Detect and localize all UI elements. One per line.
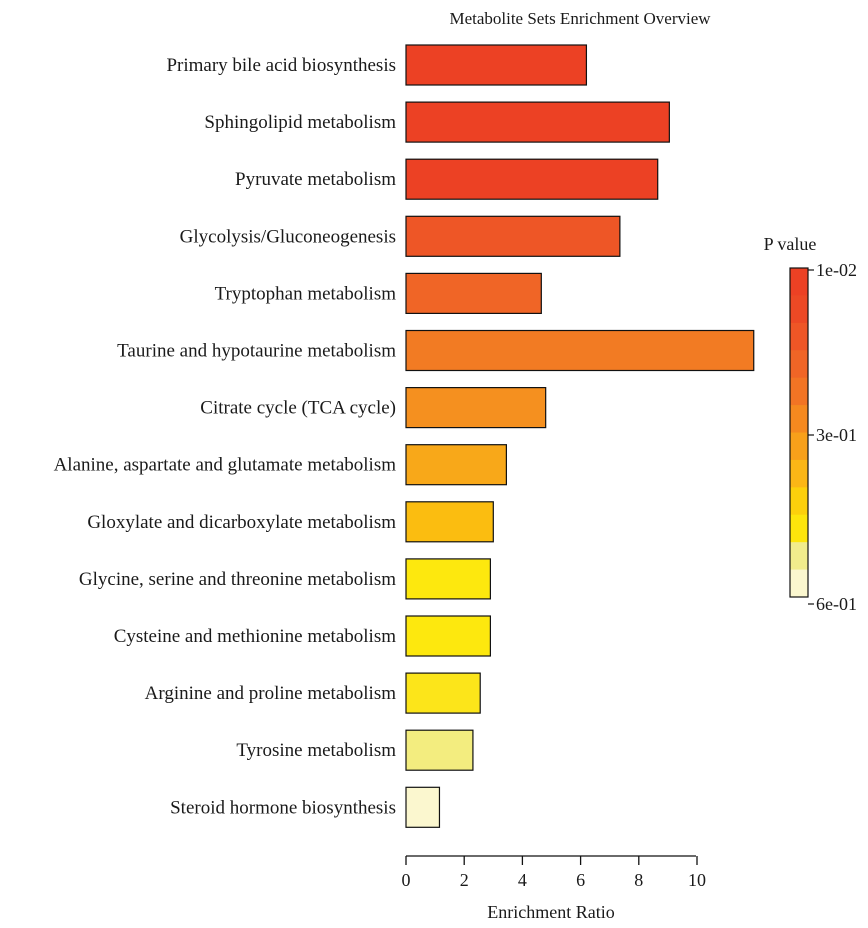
bar-13 xyxy=(405,786,441,828)
legend-swatch-2 xyxy=(790,322,808,351)
x-axis: 0 2 4 6 8 10 xyxy=(402,855,706,890)
legend-swatch-5 xyxy=(790,405,808,433)
category-label-13: Steroid hormone biosynthesis xyxy=(170,797,396,818)
category-label-12: Tyrosine metabolism xyxy=(236,740,396,761)
legend-title: P value xyxy=(764,234,817,254)
category-label-2: Pyruvate metabolism xyxy=(235,169,396,190)
x-tick-label-5: 10 xyxy=(688,870,706,890)
bar-8 xyxy=(405,501,494,543)
bar-2 xyxy=(405,158,659,200)
x-tick-label-4: 8 xyxy=(634,870,643,890)
legend-swatch-1 xyxy=(790,295,808,324)
x-tick-label-3: 6 xyxy=(576,870,585,890)
category-label-0: Primary bile acid biosynthesis xyxy=(166,55,396,76)
bar-6 xyxy=(405,387,547,429)
legend-swatch-4 xyxy=(790,377,808,406)
bar-12 xyxy=(405,729,474,771)
category-label-3: Glycolysis/Gluconeogenesis xyxy=(180,226,396,247)
category-label-7: Alanine, aspartate and glutamate metabol… xyxy=(54,455,397,476)
bar-0 xyxy=(405,44,588,86)
bar-1 xyxy=(405,101,670,143)
legend-swatch-7 xyxy=(790,459,808,488)
category-label-5: Taurine and hypotaurine metabolism xyxy=(117,341,396,362)
legend-swatch-8 xyxy=(790,487,808,516)
legend-tick-label-1: 3e-01 xyxy=(816,425,857,445)
x-tick-label-0: 0 xyxy=(402,870,411,890)
legend-swatch-3 xyxy=(790,350,808,379)
legend-colorbar xyxy=(789,267,809,598)
category-label-4: Tryptophan metabolism xyxy=(215,283,397,304)
category-labels-group: Primary bile acid biosynthesis Sphingolip… xyxy=(54,55,397,818)
bar-9 xyxy=(405,558,491,600)
category-label-1: Sphingolipid metabolism xyxy=(204,112,396,133)
legend-swatch-9 xyxy=(790,514,808,543)
category-label-9: Glycine, serine and threonine metabolism xyxy=(79,569,396,590)
legend-colorbar-border xyxy=(789,267,809,598)
category-label-8: Gloxylate and dicarboxylate metabolism xyxy=(87,512,396,533)
pvalue-legend: P value 1e-02 3e-01 6e-01 xyxy=(764,234,857,614)
legend-ticks: 1e-02 3e-01 6e-01 xyxy=(808,260,857,614)
legend-swatch-11 xyxy=(790,569,808,598)
legend-swatch-10 xyxy=(790,542,808,571)
bar-11 xyxy=(405,672,481,714)
bar-10 xyxy=(405,615,491,657)
legend-tick-label-2: 6e-01 xyxy=(816,594,857,614)
bar-3 xyxy=(405,215,621,257)
category-label-11: Arginine and proline metabolism xyxy=(145,683,397,704)
category-label-10: Cysteine and methionine metabolism xyxy=(114,626,397,647)
category-label-6: Citrate cycle (TCA cycle) xyxy=(200,398,396,419)
legend-swatch-0 xyxy=(790,268,808,296)
chart-title: Metabolite Sets Enrichment Overview xyxy=(449,9,711,28)
legend-swatch-6 xyxy=(790,432,808,461)
bars-group xyxy=(405,44,755,828)
bar-5 xyxy=(405,329,755,372)
x-axis-label: Enrichment Ratio xyxy=(487,902,614,922)
x-tick-label-2: 4 xyxy=(518,870,527,890)
x-tick-label-1: 2 xyxy=(460,870,469,890)
bar-4 xyxy=(405,272,542,314)
bar-7 xyxy=(405,444,507,486)
legend-tick-label-0: 1e-02 xyxy=(816,260,857,280)
